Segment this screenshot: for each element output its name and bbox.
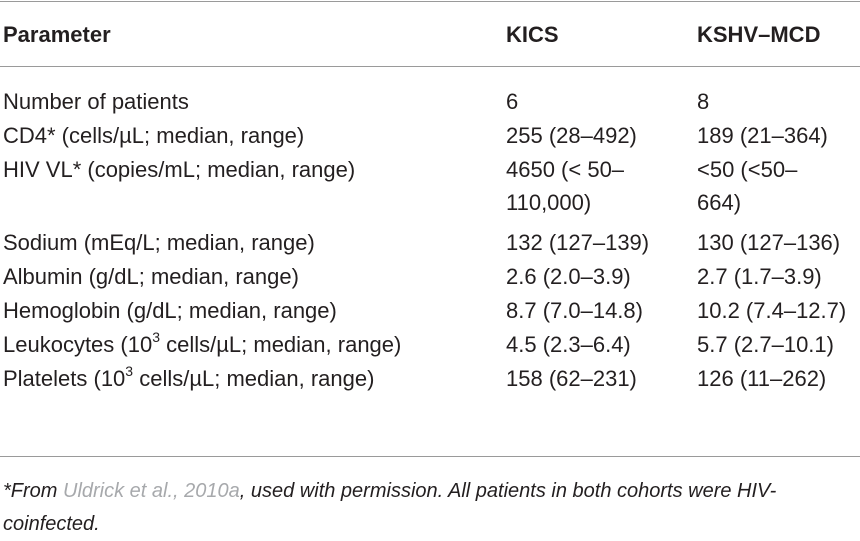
row-parameter-superscript: 3 — [152, 328, 160, 345]
table-header-rule — [0, 66, 860, 67]
row-kics-value: 132 (127–139) — [506, 230, 650, 255]
table-row: Leukocytes (103 cells/µL; median, range)… — [0, 328, 860, 362]
row-parameter-text: Leukocytes (10 — [3, 332, 153, 357]
row-parameter-superscript: 3 — [125, 362, 134, 379]
row-parameter-text-rest: cells/µL; median, range) — [160, 332, 402, 357]
row-kics-value-line2: 110,000) — [506, 190, 592, 215]
row-mcd-value: 8 — [697, 89, 710, 114]
row-mcd-value: 10.2 (7.4–12.7) — [697, 298, 847, 323]
header-kshv-mcd: KSHV–MCD — [697, 22, 821, 47]
footnote-suffix: , used with permission. All patients in … — [3, 480, 777, 535]
row-kics-value: 2.6 (2.0–3.9) — [506, 264, 631, 289]
table-row: Albumin (g/dL; median, range) 2.6 (2.0–3… — [0, 260, 860, 294]
row-parameter: Platelets (103 cells/µL; median, range) — [3, 362, 374, 395]
row-kics-value: 158 (62–231) — [506, 366, 637, 391]
row-mcd-value: 189 (21–364) — [697, 123, 828, 148]
table-top-rule — [0, 1, 860, 2]
row-parameter-text-rest: cells/µL; median, range) — [133, 366, 375, 391]
table-row: Number of patients 6 8 — [0, 85, 860, 119]
row-parameter: HIV VL* (copies/mL; median, range) — [3, 157, 356, 182]
row-kics-value-line1: 4650 (< 50– — [506, 157, 625, 182]
header-kics: KICS — [506, 22, 559, 47]
header-parameter: Parameter — [3, 22, 111, 47]
row-parameter: Number of patients — [3, 89, 189, 114]
row-kics-value: 8.7 (7.0–14.8) — [506, 298, 643, 323]
row-parameter: CD4* (cells/µL; median, range) — [3, 123, 305, 148]
row-parameter: Leukocytes (103 cells/µL; median, range) — [3, 328, 401, 361]
row-parameter: Sodium (mEq/L; median, range) — [3, 230, 315, 255]
row-kics-value: 255 (28–492) — [506, 123, 637, 148]
row-mcd-value: <50 (<50– 664) — [697, 153, 860, 219]
row-kics-value: 4650 (< 50– 110,000) — [506, 153, 676, 219]
row-mcd-value: 130 (127–136) — [697, 230, 841, 255]
row-mcd-value-line1: <50 (<50– — [697, 157, 798, 182]
footnote-prefix: *From — [3, 480, 63, 502]
table-row: Platelets (103 cells/µL; median, range) … — [0, 362, 860, 396]
citation-link[interactable]: Uldrick et al., 2010a — [63, 480, 240, 502]
table-header-row: Parameter KICS KSHV–MCD — [0, 18, 860, 50]
table-row: CD4* (cells/µL; median, range) 255 (28–4… — [0, 119, 860, 153]
row-kics-value: 4.5 (2.3–6.4) — [506, 332, 631, 357]
table-row: HIV VL* (copies/mL; median, range) 4650 … — [0, 153, 860, 226]
table-row: Sodium (mEq/L; median, range) 132 (127–1… — [0, 226, 860, 260]
row-mcd-value: 5.7 (2.7–10.1) — [697, 332, 834, 357]
table-footnote: *From Uldrick et al., 2010a, used with p… — [3, 475, 859, 541]
table-bottom-rule — [0, 456, 860, 457]
table-body: Number of patients 6 8 CD4* (cells/µL; m… — [0, 85, 860, 396]
row-parameter: Hemoglobin (g/dL; median, range) — [3, 298, 337, 323]
row-kics-value: 6 — [506, 89, 519, 114]
row-mcd-value: 126 (11–262) — [697, 366, 827, 391]
row-parameter: Albumin (g/dL; median, range) — [3, 264, 299, 289]
row-parameter-text: Platelets (10 — [3, 366, 126, 391]
row-mcd-value: 2.7 (1.7–3.9) — [697, 264, 822, 289]
row-mcd-value-line2: 664) — [697, 190, 742, 215]
table-row: Hemoglobin (g/dL; median, range) 8.7 (7.… — [0, 294, 860, 328]
